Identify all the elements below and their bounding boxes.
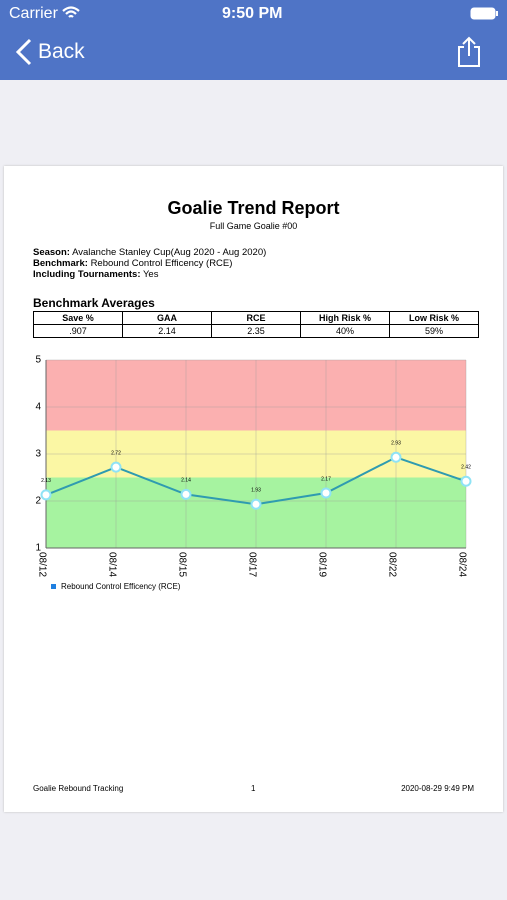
info-line: Benchmark: Rebound Control Efficency (RC… [33, 258, 266, 269]
footer-left: Goalie Rebound Tracking [33, 784, 124, 793]
time: 9:50 PM [222, 5, 283, 22]
table-cell: 2.14 [122, 324, 212, 338]
risk-band [46, 477, 466, 548]
table-cell: 40% [300, 324, 390, 338]
info-label: Including Tournaments: [33, 269, 141, 280]
y-tick-label: 2 [35, 496, 41, 507]
x-tick-label: 08/24 [456, 552, 467, 577]
column-header: RCE [211, 311, 301, 325]
footer-right: 2020-08-29 9:49 PM [401, 784, 474, 793]
value-label: 2.93 [391, 441, 401, 447]
column-header: Save % [33, 311, 123, 325]
data-point [40, 489, 52, 501]
chart: 1 2 3 4 5 08/12 08/14 08/15 08/17 08/19 08/22 08/24… [35, 355, 472, 591]
column-header: High Risk % [300, 311, 390, 325]
table-cell: 2.35 [211, 324, 301, 338]
report-subtitle: Full Game Goalie #00 [209, 221, 298, 231]
column-header: GAA [122, 311, 212, 325]
info-label: Benchmark: [33, 258, 88, 269]
column-header: Low Risk % [389, 311, 479, 325]
legend-label: Rebound Control Efficency (RCE) [61, 582, 181, 591]
y-tick-label: 4 [35, 402, 41, 413]
info-value: Rebound Control Efficency (RCE) [90, 258, 233, 269]
share-button[interactable] [455, 36, 483, 68]
x-tick-label: 08/17 [246, 552, 257, 577]
report-title: Goalie Trend Report [167, 198, 340, 218]
table-header: Save % GAA RCE High Risk % Low Risk % [33, 311, 479, 325]
data-point [110, 461, 122, 473]
table-cell: .907 [33, 324, 123, 338]
back-chevron[interactable] [14, 38, 34, 66]
info-line: Season: Avalanche Stanley Cup(Aug 2020 -… [33, 247, 266, 258]
back-button[interactable]: Back [38, 40, 85, 63]
data-point [250, 498, 262, 510]
wifi-icon [62, 6, 80, 18]
data-point [460, 475, 472, 487]
battery-icon [470, 7, 498, 20]
info-label: Season: [33, 247, 70, 258]
legend-swatch [51, 584, 56, 589]
averages-table: Save % GAA RCE High Risk % Low Risk % .907 2.… [33, 311, 479, 338]
y-tick-label: 3 [35, 449, 41, 460]
averages-title: Benchmark Averages [33, 296, 155, 310]
value-label: 1.93 [251, 488, 261, 494]
table-cell: 59% [389, 324, 479, 338]
value-label: 2.42 [461, 465, 471, 471]
y-tick-label: 1 [35, 543, 41, 554]
value-label: 2.17 [321, 476, 331, 482]
table-row: .907 2.14 2.35 40% 59% [33, 324, 479, 338]
value-label: 2.13 [41, 478, 51, 484]
value-label: 2.72 [111, 450, 121, 456]
info-line: Including Tournaments: Yes [33, 269, 266, 280]
x-tick-label: 08/14 [106, 552, 117, 577]
footer-page: 1 [251, 784, 256, 793]
info-block: Season: Avalanche Stanley Cup(Aug 2020 -… [33, 247, 266, 280]
risk-band [46, 360, 466, 431]
info-value: Avalanche Stanley Cup(Aug 2020 - Aug 202… [72, 247, 267, 258]
info-value: Yes [142, 269, 159, 280]
y-tick-label: 5 [35, 355, 41, 366]
carrier: Carrier [9, 5, 58, 22]
value-label: 2.14 [181, 478, 191, 484]
x-tick-label: 08/15 [176, 552, 187, 577]
x-tick-label: 08/22 [386, 552, 397, 577]
data-point [390, 451, 402, 463]
nav-bar: Carrier 9:50 PM Back [0, 0, 507, 80]
x-tick-label: 08/19 [316, 552, 327, 577]
data-point [320, 487, 332, 499]
data-point [180, 488, 192, 500]
x-tick-label: 08/12 [36, 552, 47, 577]
